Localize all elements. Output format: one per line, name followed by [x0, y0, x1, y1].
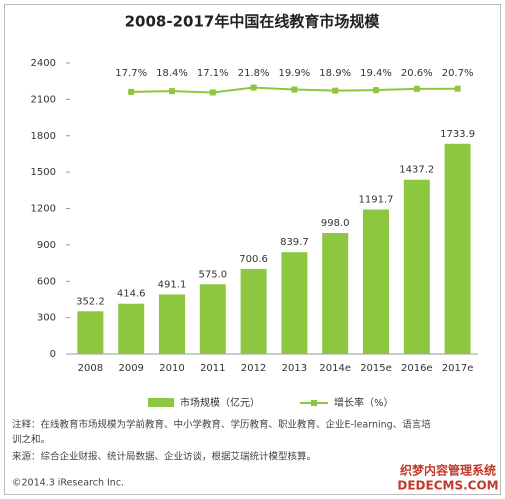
- bar: [281, 252, 308, 354]
- legend-swatch: [148, 398, 174, 407]
- bar-value-label: 1437.2: [399, 165, 434, 176]
- bar: [240, 269, 267, 354]
- legend-marker: [311, 400, 317, 406]
- x-tick-label: 2011: [200, 363, 225, 374]
- bar: [322, 232, 349, 354]
- legend-label: 市场规模（亿元）: [180, 396, 260, 409]
- line-marker: [454, 85, 461, 92]
- y-tick-label: 2400: [31, 58, 56, 69]
- bar-value-label: 491.1: [158, 279, 187, 290]
- bar-value-label: 700.6: [239, 254, 268, 265]
- y-tick-label: 300: [37, 313, 56, 324]
- y-tick-label: 0: [50, 349, 56, 360]
- line-value-label: 19.9%: [279, 68, 311, 79]
- note: 训之和。: [12, 434, 50, 446]
- chart-title: 2008-2017年中国在线教育市场规模: [125, 13, 381, 31]
- footer: ©2014.3 iResearch Inc.: [12, 478, 124, 489]
- line-marker: [373, 87, 379, 94]
- bar-value-label: 1191.7: [359, 195, 394, 206]
- line-value-label: 18.4%: [156, 68, 188, 79]
- line-marker: [209, 89, 216, 96]
- line-value-label: 17.7%: [115, 68, 147, 79]
- x-tick-label: 2014e: [319, 363, 351, 374]
- bar-value-label: 575.0: [198, 269, 227, 280]
- line-value-label: 17.1%: [197, 68, 229, 79]
- bar-value-label: 998.0: [321, 218, 350, 229]
- line-value-label: 20.6%: [401, 68, 433, 79]
- y-tick-label: 900: [37, 240, 56, 251]
- bar: [77, 311, 104, 354]
- watermark: DEDECMS.COM: [397, 479, 498, 493]
- y-tick-label: 2100: [31, 94, 56, 105]
- line-marker: [413, 85, 420, 92]
- bar: [118, 303, 145, 354]
- x-tick-label: 2013: [282, 363, 307, 374]
- note: 来源：综合企业财报、统计局数据、企业访谈，根据艾瑞统计模型核算。: [12, 451, 316, 463]
- x-tick-label: 2008: [78, 363, 103, 374]
- y-tick-label: 600: [37, 276, 56, 287]
- bar: [403, 179, 430, 354]
- line-value-label: 21.8%: [238, 68, 270, 79]
- bar-value-label: 839.7: [280, 237, 309, 248]
- line-value-label: 19.4%: [360, 68, 392, 79]
- y-tick-label: 1800: [31, 131, 56, 142]
- note: 注释：在线教育市场规模为学前教育、中小学教育、学历教育、职业教育、企业E-lea…: [12, 419, 431, 431]
- bar-value-label: 352.2: [76, 296, 105, 307]
- y-tick-label: 1200: [31, 204, 56, 215]
- line-marker: [250, 84, 257, 91]
- bar: [159, 294, 185, 354]
- bar: [363, 209, 389, 354]
- line-marker: [169, 88, 175, 95]
- line-marker: [291, 86, 298, 93]
- line-marker: [332, 87, 339, 94]
- line-value-label: 18.9%: [319, 68, 351, 79]
- line-marker: [128, 88, 135, 95]
- bar: [199, 284, 226, 354]
- x-tick-label: 2015e: [360, 363, 392, 374]
- x-tick-label: 2009: [118, 363, 143, 374]
- x-tick-label: 2012: [241, 363, 266, 374]
- x-tick-label: 2016e: [401, 363, 433, 374]
- x-tick-label: 2017e: [442, 363, 474, 374]
- legend-label: 增长率（%）: [334, 396, 394, 409]
- watermark: 织梦内容管理系统: [400, 463, 496, 478]
- line-value-label: 20.7%: [442, 68, 474, 79]
- bar-value-label: 1733.9: [440, 129, 475, 140]
- bar: [444, 143, 471, 354]
- bar-value-label: 414.6: [117, 289, 146, 300]
- y-tick-label: 1500: [31, 167, 56, 178]
- x-tick-label: 2010: [159, 363, 184, 374]
